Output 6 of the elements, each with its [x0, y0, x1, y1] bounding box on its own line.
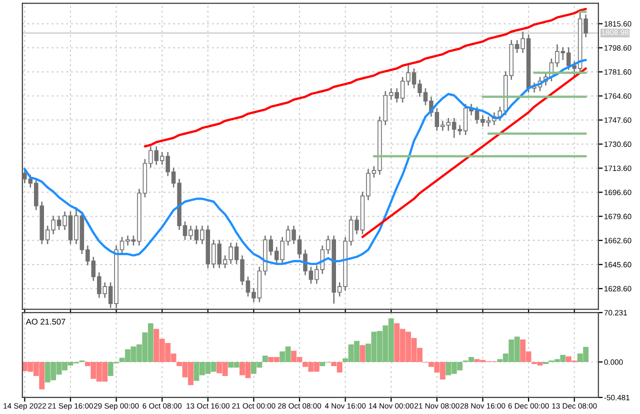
annotation: AO 21.507	[26, 318, 66, 325]
line-series	[361, 67, 587, 238]
bar	[543, 362, 548, 364]
bar	[262, 356, 268, 362]
line-series	[144, 8, 587, 148]
bar	[360, 345, 366, 362]
